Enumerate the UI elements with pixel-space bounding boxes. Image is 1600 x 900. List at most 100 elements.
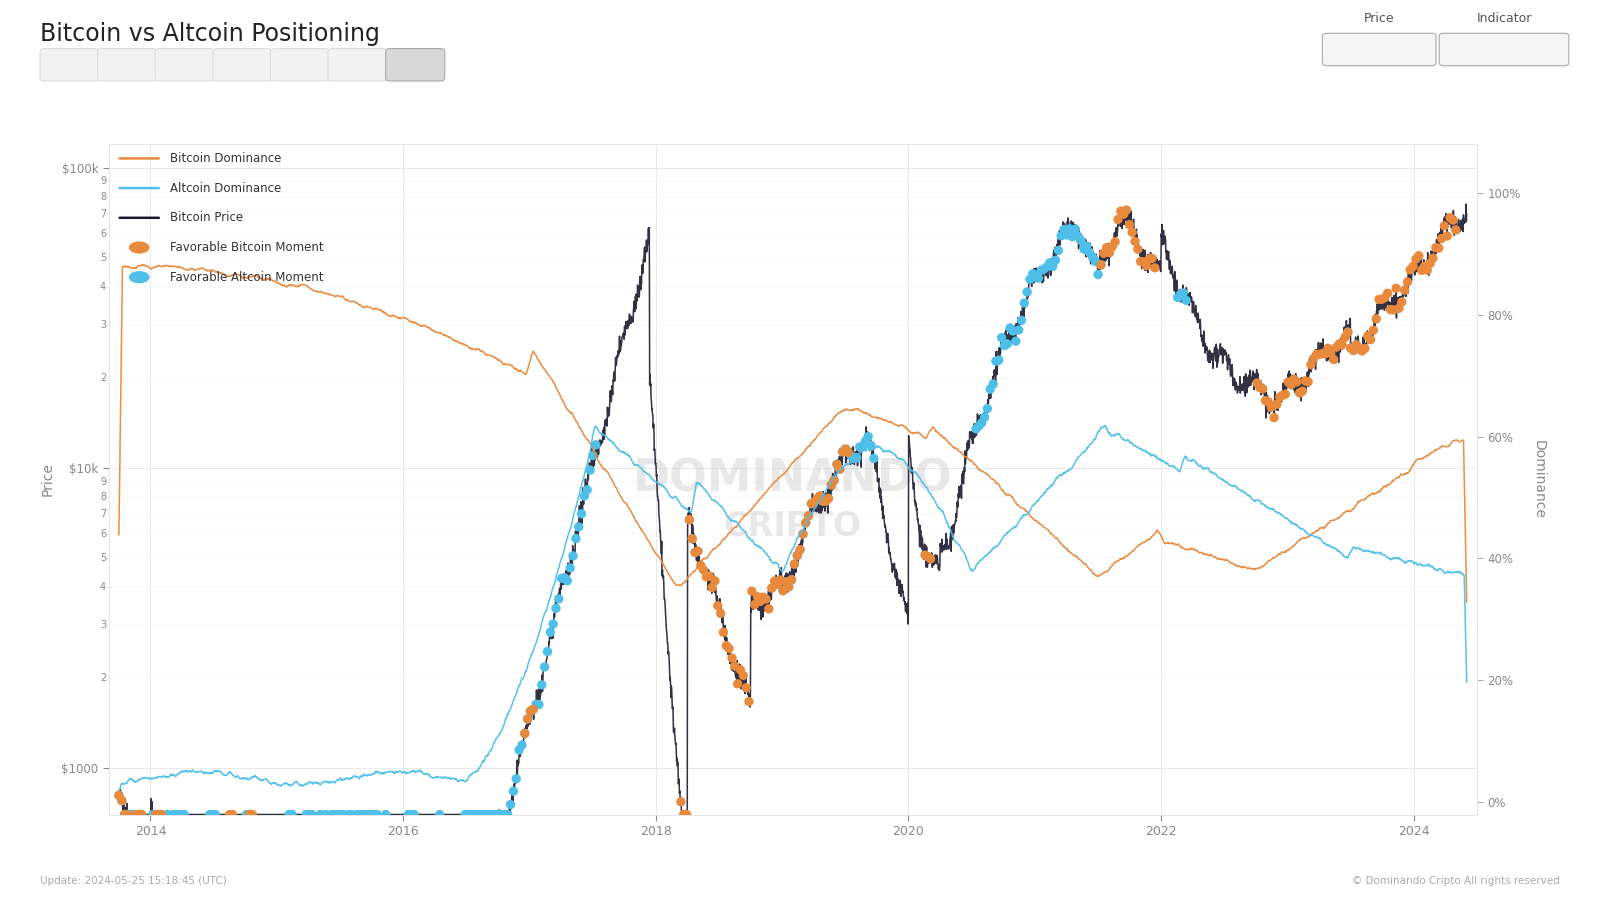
Point [219,807,245,822]
Point [518,704,544,718]
Text: 4: 4 [99,582,106,592]
Point [490,807,515,822]
Point [816,491,842,506]
Point [1088,257,1114,272]
Point [120,807,146,822]
Point [520,702,546,716]
Point [171,807,197,822]
Point [1102,235,1128,249]
Point [1370,292,1395,307]
Point [798,497,824,511]
Point [1246,381,1272,395]
Point [453,807,478,822]
Text: 5: 5 [99,253,106,263]
Point [1272,387,1298,401]
Point [362,807,387,822]
Point [149,807,174,822]
Y-axis label: Dominance: Dominance [1531,440,1546,518]
Point [1344,338,1370,352]
Point [299,807,325,822]
Point [130,807,155,822]
Point [1114,202,1139,217]
Point [154,807,179,822]
Point [1051,222,1077,237]
Point [318,807,344,822]
Point [1410,263,1435,277]
Point [1309,346,1334,361]
Point [819,478,845,492]
Point [856,429,882,444]
Text: Favorable Bitcoin Moment: Favorable Bitcoin Moment [170,241,323,254]
Text: Bitcoin Dominance: Bitcoin Dominance [170,152,282,165]
Point [472,807,498,822]
Point [750,590,776,605]
Point [1008,313,1034,328]
Point [694,570,720,584]
Point [336,807,362,822]
Point [1334,325,1360,339]
Point [168,807,194,822]
Text: 2: 2 [99,672,106,683]
Point [1168,287,1194,302]
Point [1307,347,1333,362]
Point [707,606,733,620]
Point [845,451,870,465]
Point [1034,259,1059,274]
Point [1363,311,1389,326]
Point [1334,325,1360,339]
Point [1080,249,1106,264]
Point [795,508,821,523]
Point [832,442,858,456]
Point [1326,337,1352,351]
Point [739,584,765,598]
Point [578,463,603,477]
Point [1341,343,1366,357]
Point [1333,330,1358,345]
Point [912,548,938,562]
Point [141,807,166,822]
Point [531,660,557,674]
Point [325,807,350,822]
Text: 2: 2 [99,373,106,382]
Point [483,807,509,822]
Point [203,807,229,822]
Point [787,543,813,557]
Point [805,491,830,506]
Point [1253,393,1278,408]
Point [398,807,424,822]
Point [677,512,702,526]
Point [1384,281,1410,295]
Point [827,462,853,476]
Point [501,784,526,798]
Point [237,807,262,822]
Point [830,445,856,459]
Point [842,452,867,466]
Point [1069,233,1094,248]
Point [1330,338,1355,352]
Point [915,549,941,563]
Point [1173,293,1198,308]
Point [293,807,318,822]
Point [1125,242,1150,256]
Point [670,807,696,822]
Point [494,807,520,822]
Point [794,516,819,530]
Point [757,601,782,616]
Point [918,552,944,566]
Point [1006,323,1032,338]
Point [773,575,798,590]
Point [526,698,552,712]
Point [981,377,1006,392]
Point [1371,291,1397,305]
Point [795,508,821,523]
Point [1070,242,1096,256]
Point [669,795,694,809]
Point [1085,267,1110,282]
Point [296,807,322,822]
Point [1296,374,1322,389]
Text: Bitcoin vs Altcoin Positioning: Bitcoin vs Altcoin Positioning [40,22,379,47]
Point [402,807,427,822]
Text: © Dominando Cripto All rights reserved: © Dominando Cripto All rights reserved [1352,876,1560,886]
Point [1386,302,1411,316]
Y-axis label: Price: Price [40,463,54,496]
